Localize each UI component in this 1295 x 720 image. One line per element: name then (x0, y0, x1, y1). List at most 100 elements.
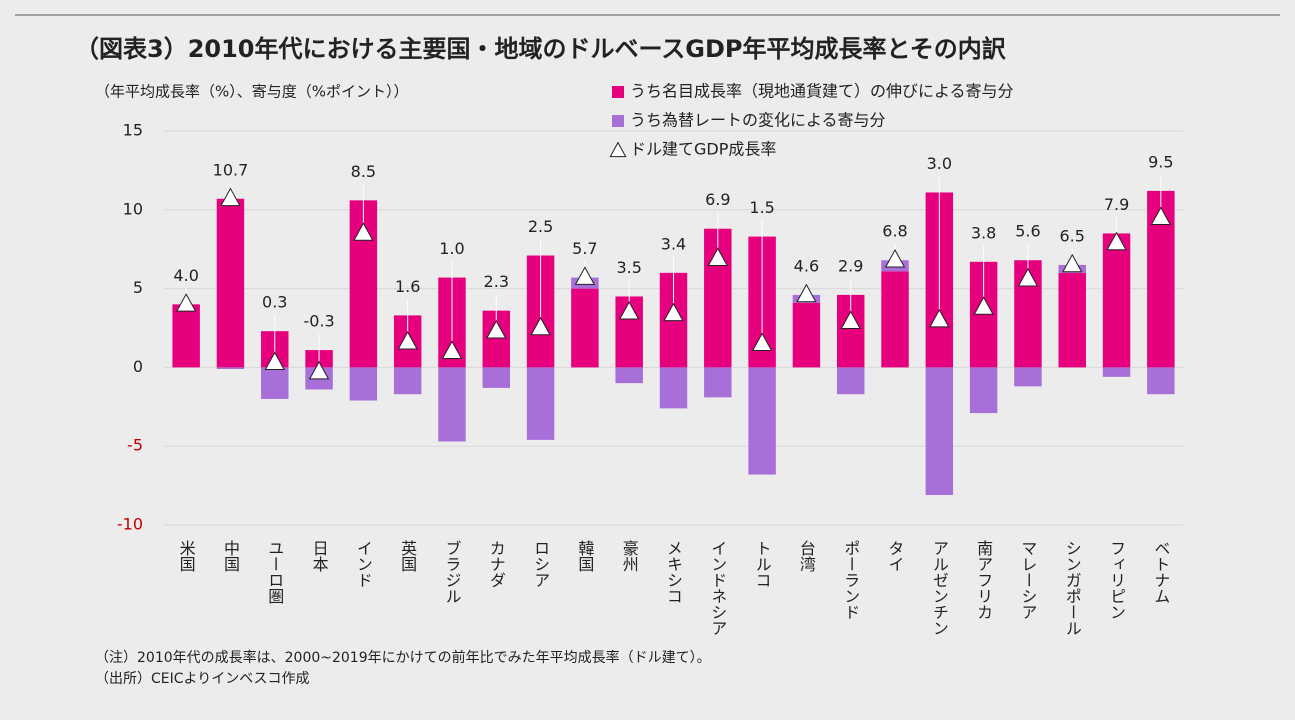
value-label: -0.3 (303, 312, 334, 331)
x-tick-label: 韓国 (575, 540, 594, 572)
bar (969, 367, 998, 414)
x-tick-label: 英国 (398, 540, 417, 572)
bar (1058, 272, 1086, 368)
value-label: 6.8 (882, 222, 907, 241)
y-tick-label: -10 (117, 515, 143, 534)
value-label: 5.7 (572, 239, 597, 258)
marker (1017, 267, 1039, 287)
y-axis-label: （年平均成長率（%）、寄与度（%ポイント）） (95, 83, 409, 101)
value-label: 1.5 (749, 198, 774, 217)
x-tick-label: ロシア (531, 540, 550, 588)
bar (1147, 367, 1175, 395)
value-label: 2.9 (838, 256, 863, 275)
bar (836, 367, 865, 395)
x-tick-label: ポーランド (841, 540, 860, 620)
marker (619, 301, 640, 320)
x-tick-label: 台湾 (797, 540, 816, 572)
marker (1150, 206, 1172, 225)
marker (929, 308, 950, 328)
y-tick-label: 5 (133, 278, 143, 297)
bar (1014, 367, 1042, 387)
x-tick-label: 南アフリカ (974, 540, 993, 620)
value-label: 10.7 (213, 160, 249, 179)
bar (1102, 367, 1131, 377)
value-label: 5.6 (1015, 222, 1040, 241)
value-label: 8.5 (351, 162, 376, 181)
value-label: 1.6 (395, 277, 420, 296)
marker (751, 332, 773, 352)
bar (659, 367, 688, 409)
bar (881, 271, 909, 368)
bar (571, 288, 599, 368)
x-tick-label: インド (354, 540, 373, 588)
x-tick-label: メキシコ (664, 540, 683, 604)
legend-swatch (612, 86, 624, 98)
legend-label: うち名目成長率（現地通貨建て）の伸びによる寄与分 (630, 82, 1014, 101)
value-label: 3.8 (971, 223, 996, 242)
bar (704, 367, 732, 398)
marker (441, 340, 463, 359)
value-label: 6.9 (705, 190, 730, 209)
marker (707, 247, 728, 266)
marker (220, 187, 241, 207)
x-tick-label: マレーシア (1018, 540, 1037, 620)
marker (1106, 231, 1127, 251)
note: （注）2010年代の成長率は、2000~2019年にかけての前年比でみた年平均成… (95, 649, 711, 666)
bar (526, 367, 555, 440)
marker (530, 316, 551, 336)
bar (216, 367, 245, 369)
x-tick-label: 中国 (221, 540, 240, 572)
bar (925, 367, 954, 496)
x-tick-label: 日本 (310, 540, 329, 572)
marker (397, 330, 418, 350)
marker (175, 293, 197, 312)
marker (308, 360, 330, 380)
x-tick-label: 米国 (177, 540, 196, 572)
x-tick-label: アルゼンチン (930, 540, 949, 636)
y-tick-label: 10 (123, 199, 143, 218)
marker (486, 319, 507, 339)
value-label: 1.0 (439, 239, 464, 258)
marker (840, 310, 861, 329)
marker (663, 302, 684, 322)
marker (353, 222, 374, 241)
bar (438, 367, 466, 442)
x-tick-label: ブラジル (442, 540, 461, 604)
value-label: 4.0 (173, 266, 198, 285)
bar (349, 367, 378, 401)
bar (482, 367, 511, 388)
marker (973, 296, 994, 315)
bar (172, 304, 200, 368)
chart-title: （図表3）2010年代における主要国・地域のドルベースGDP年平均成長率とその内… (75, 35, 1007, 63)
x-tick-label: カナダ (487, 540, 506, 588)
bar (1102, 233, 1131, 368)
value-label: 4.6 (794, 256, 819, 275)
value-label: 2.5 (528, 217, 553, 236)
marker (264, 351, 285, 370)
x-tick-label: トルコ (753, 540, 772, 588)
note: （出所）CEICよりインベスコ作成 (95, 671, 310, 687)
y-tick-label: 15 (123, 121, 143, 140)
value-label: 7.9 (1104, 195, 1129, 214)
value-label: 6.5 (1060, 226, 1085, 245)
legend-swatch (609, 141, 627, 158)
bar (792, 302, 821, 368)
legend-swatch (612, 115, 624, 127)
x-tick-label: インドネシア (708, 540, 727, 636)
x-tick-label: タイ (886, 540, 905, 572)
value-label: 3.5 (616, 258, 641, 277)
y-tick-label: 0 (133, 357, 143, 376)
marker (1062, 253, 1083, 273)
value-label: 3.0 (927, 154, 952, 173)
marker (796, 283, 817, 303)
x-tick-label: ユーロ圏 (265, 540, 284, 604)
x-tick-label: 豪州 (620, 539, 639, 572)
legend-label: ドル建てGDP成長率 (630, 140, 776, 159)
x-tick-label: フィリピン (1107, 540, 1126, 620)
value-label: 0.3 (262, 293, 287, 312)
legend-label: うち為替レートの変化による寄与分 (630, 111, 886, 130)
y-tick-label: -5 (127, 436, 143, 455)
value-label: 3.4 (661, 234, 686, 253)
